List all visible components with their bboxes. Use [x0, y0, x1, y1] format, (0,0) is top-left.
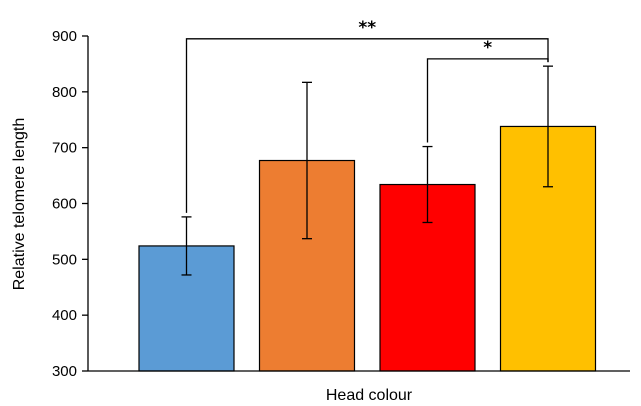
significance-label: * [483, 38, 492, 58]
y-tick-label: 300 [52, 363, 77, 380]
significance-bracket [185, 38, 549, 213]
y-axis-ticks: 300 400 500 600 700 800 900 [52, 28, 88, 380]
y-axis-title: Relative telomere length [11, 118, 28, 291]
x-axis-title: Head colour [326, 387, 413, 404]
significance-brackets: *** [185, 18, 549, 213]
y-tick-label: 600 [52, 196, 77, 213]
bars [138, 125, 597, 372]
significance-bracket [426, 58, 549, 143]
y-tick-label: 500 [52, 251, 77, 268]
y-tick-label: 800 [52, 84, 77, 101]
significance-label: ** [358, 18, 376, 38]
y-tick-label: 400 [52, 307, 77, 324]
y-tick-label: 900 [52, 28, 77, 45]
error-bars [181, 65, 553, 276]
y-tick-label: 700 [52, 140, 77, 157]
